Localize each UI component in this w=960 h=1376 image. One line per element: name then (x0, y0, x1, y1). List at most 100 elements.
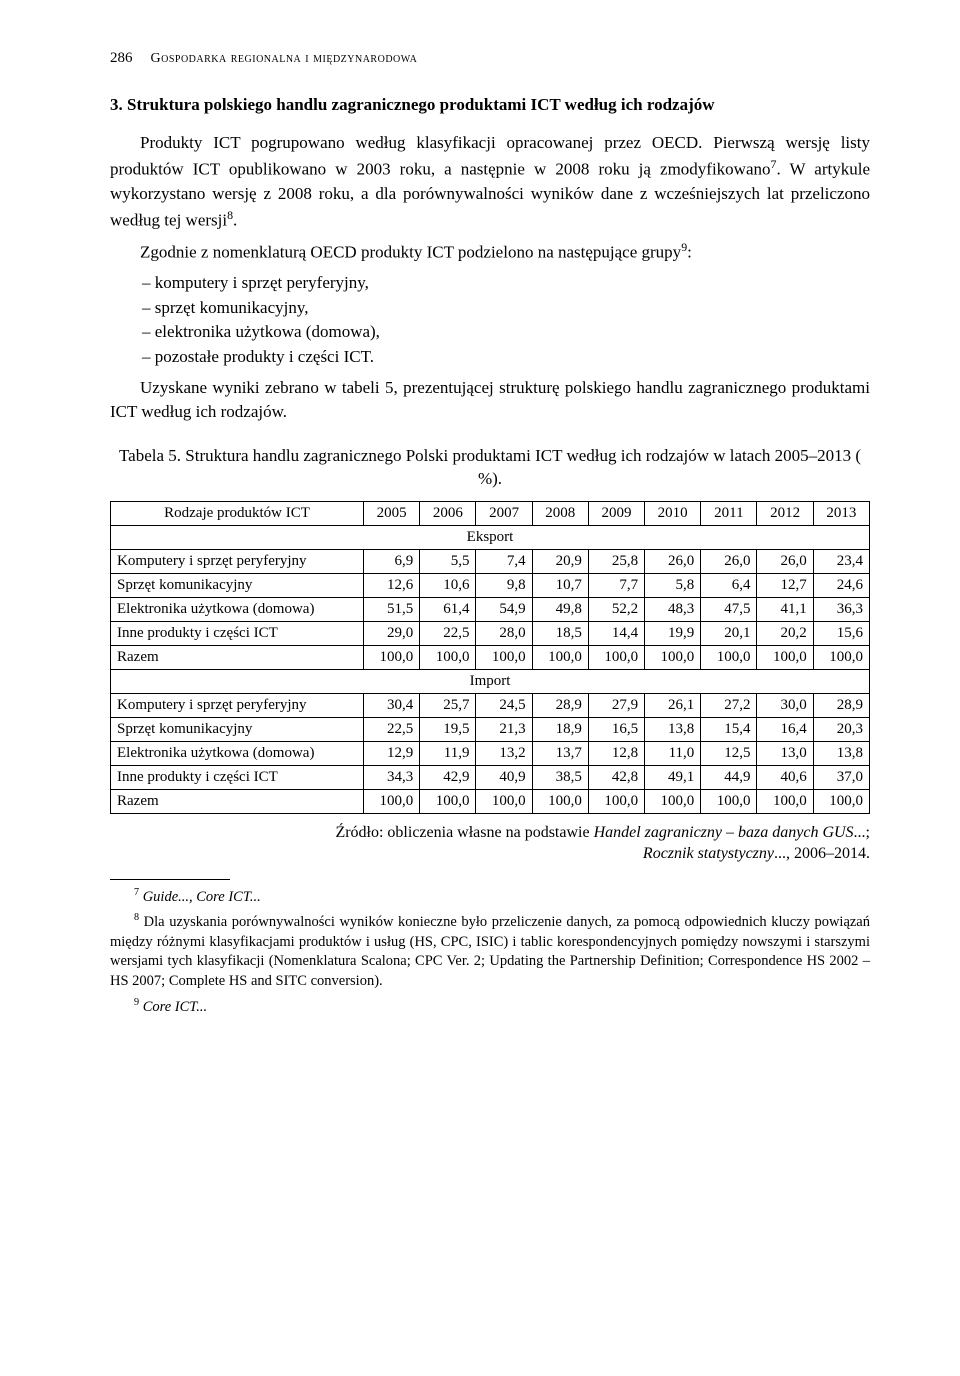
cell: 18,5 (532, 621, 588, 645)
cell: 12,9 (364, 741, 420, 765)
table-section-row: Import (111, 669, 870, 693)
footnote-text-italic: Core ICT... (143, 998, 207, 1014)
cell: 22,5 (420, 621, 476, 645)
table-source: Źródło: obliczenia własne na podstawie H… (110, 822, 870, 865)
cell: 42,9 (420, 765, 476, 789)
cell: 20,1 (701, 621, 757, 645)
cell: 52,2 (588, 597, 644, 621)
para2-text-a: Zgodnie z nomenklaturą OECD produkty ICT… (140, 243, 681, 262)
cell: 13,2 (476, 741, 532, 765)
cell: 6,9 (364, 549, 420, 573)
cell: 11,0 (645, 741, 701, 765)
cell: 26,0 (645, 549, 701, 573)
cell: 30,0 (757, 693, 813, 717)
cell: 61,4 (420, 597, 476, 621)
row-label: Komputery i sprzęt peryferyjny (111, 549, 364, 573)
cell: 100,0 (364, 645, 420, 669)
header-label: Rodzaje produktów ICT (111, 501, 364, 525)
cell: 18,9 (532, 717, 588, 741)
footnote-separator (110, 879, 230, 880)
list-item: komputery i sprzęt peryferyjny, (110, 271, 870, 296)
year-header: 2007 (476, 501, 532, 525)
cell: 22,5 (364, 717, 420, 741)
cell: 5,8 (645, 573, 701, 597)
cell: 100,0 (813, 789, 869, 813)
cell: 20,9 (532, 549, 588, 573)
cell: 26,1 (645, 693, 701, 717)
cell: 100,0 (588, 645, 644, 669)
table-row: Sprzęt komunikacyjny 12,6 10,6 9,8 10,7 … (111, 573, 870, 597)
cell: 27,2 (701, 693, 757, 717)
cell: 100,0 (645, 789, 701, 813)
cell: 100,0 (532, 645, 588, 669)
cell: 15,6 (813, 621, 869, 645)
cell: 29,0 (364, 621, 420, 645)
footnote-text-italic: Guide..., Core ICT... (143, 889, 261, 905)
row-label: Sprzęt komunikacyjny (111, 573, 364, 597)
cell: 10,7 (532, 573, 588, 597)
table-caption: Tabela 5. Struktura handlu zagranicznego… (110, 445, 870, 491)
cell: 27,9 (588, 693, 644, 717)
table-row: Razem 100,0 100,0 100,0 100,0 100,0 100,… (111, 645, 870, 669)
table-row: Elektronika użytkowa (domowa) 12,9 11,9 … (111, 741, 870, 765)
source-text-d: Rocznik statystyczny (643, 845, 774, 862)
cell: 13,0 (757, 741, 813, 765)
data-table: Rodzaje produktów ICT 2005 2006 2007 200… (110, 501, 870, 814)
cell: 100,0 (420, 645, 476, 669)
cell: 25,7 (420, 693, 476, 717)
cell: 49,1 (645, 765, 701, 789)
cell: 12,5 (701, 741, 757, 765)
cell: 14,4 (588, 621, 644, 645)
cell: 49,8 (532, 597, 588, 621)
cell: 100,0 (757, 645, 813, 669)
source-text-b: Handel zagraniczny – baza danych GUS (594, 824, 854, 841)
product-group-list: komputery i sprzęt peryferyjny, sprzęt k… (110, 271, 870, 370)
cell: 24,5 (476, 693, 532, 717)
cell: 100,0 (645, 645, 701, 669)
cell: 23,4 (813, 549, 869, 573)
paragraph-2: Zgodnie z nomenklaturą OECD produkty ICT… (110, 239, 870, 265)
paragraph-1: Produkty ICT pogrupowano według klasyfik… (110, 131, 870, 233)
cell: 36,3 (813, 597, 869, 621)
section-import: Import (111, 669, 870, 693)
para1-text-a: Produkty ICT pogrupowano według klasyfik… (110, 133, 870, 178)
table-row: Inne produkty i części ICT 34,3 42,9 40,… (111, 765, 870, 789)
cell: 54,9 (476, 597, 532, 621)
cell: 5,5 (420, 549, 476, 573)
cell: 28,9 (813, 693, 869, 717)
cell: 12,6 (364, 573, 420, 597)
cell: 42,8 (588, 765, 644, 789)
page-header: 286 Gospodarka regionalna i międzynarodo… (110, 50, 870, 67)
cell: 40,9 (476, 765, 532, 789)
cell: 28,9 (532, 693, 588, 717)
cell: 100,0 (476, 789, 532, 813)
footnote-7: 7 Guide..., Core ICT... (110, 886, 870, 907)
year-header: 2012 (757, 501, 813, 525)
row-label: Inne produkty i części ICT (111, 621, 364, 645)
cell: 100,0 (420, 789, 476, 813)
cell: 100,0 (588, 789, 644, 813)
cell: 100,0 (476, 645, 532, 669)
year-header: 2013 (813, 501, 869, 525)
cell: 47,5 (701, 597, 757, 621)
cell: 44,9 (701, 765, 757, 789)
cell: 16,4 (757, 717, 813, 741)
cell: 11,9 (420, 741, 476, 765)
year-header: 2008 (532, 501, 588, 525)
year-header: 2005 (364, 501, 420, 525)
cell: 26,0 (701, 549, 757, 573)
cell: 100,0 (757, 789, 813, 813)
cell: 40,6 (757, 765, 813, 789)
cell: 12,7 (757, 573, 813, 597)
section-eksport: Eksport (111, 525, 870, 549)
table-row: Inne produkty i części ICT 29,0 22,5 28,… (111, 621, 870, 645)
cell: 100,0 (701, 645, 757, 669)
table-row: Komputery i sprzęt peryferyjny 6,9 5,5 7… (111, 549, 870, 573)
cell: 16,5 (588, 717, 644, 741)
list-item: pozostałe produkty i części ICT. (110, 345, 870, 370)
cell: 38,5 (532, 765, 588, 789)
year-header: 2009 (588, 501, 644, 525)
cell: 9,8 (476, 573, 532, 597)
cell: 13,8 (645, 717, 701, 741)
row-label: Sprzęt komunikacyjny (111, 717, 364, 741)
